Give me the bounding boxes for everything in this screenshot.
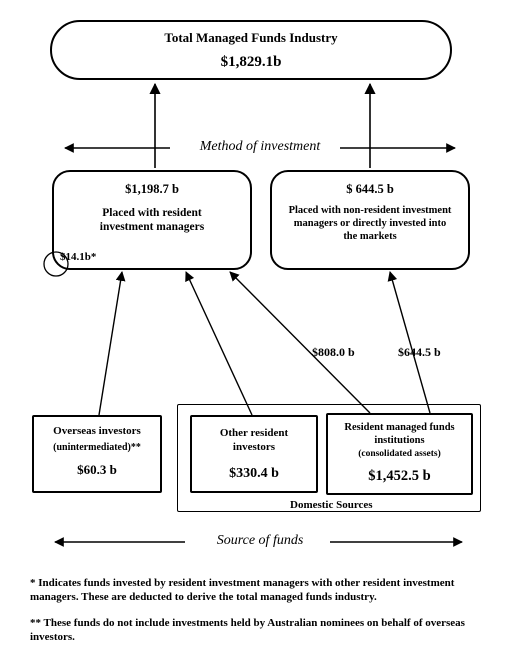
other-title: Other resident investors	[200, 427, 308, 455]
overseas-sub: (unintermediated)**	[40, 442, 154, 455]
mid-right-title: Placed with non-resident investment mana…	[282, 204, 458, 243]
mid-left-small-note: $14.1b*	[60, 251, 96, 263]
source-of-funds-label: Source of funds	[200, 533, 320, 549]
rmfi-sub: (consolidated assets)	[334, 449, 465, 461]
top-value: $1,829.1b	[52, 54, 450, 71]
arrow-other-to-midleft	[186, 272, 252, 415]
node-resident-managed-funds-institutions: Resident managed funds institutions (con…	[326, 413, 473, 495]
other-value: $330.4 b	[200, 465, 308, 483]
overseas-title: Overseas investors	[40, 425, 154, 439]
connectors-layer	[0, 0, 511, 660]
rmfi-title: Resident managed funds institutions	[334, 421, 465, 447]
arrow-rmfi-to-midright	[390, 272, 430, 413]
footnote-one: * Indicates funds invested by resident i…	[30, 576, 485, 605]
node-other-resident-investors: Other resident investors $330.4 b	[190, 415, 318, 493]
footnote-two: ** These funds do not include investment…	[30, 616, 485, 645]
mid-left-value: $1,198.7 b	[66, 182, 238, 198]
node-total-industry: Total Managed Funds Industry $1,829.1b	[50, 20, 452, 80]
edge-label-rmfi-to-midleft: $808.0 b	[312, 345, 355, 360]
top-title: Total Managed Funds Industry	[52, 30, 450, 46]
edge-label-rmfi-to-midright: $644.5 b	[398, 345, 441, 360]
node-placed-nonresident-or-direct: $ 644.5 b Placed with non-resident inves…	[270, 170, 470, 270]
arrow-overseas-to-midleft	[99, 272, 122, 415]
mid-right-value: $ 644.5 b	[282, 182, 458, 198]
diagram-stage: Total Managed Funds Industry $1,829.1b M…	[0, 0, 511, 660]
arrow-rmfi-to-midleft	[230, 272, 370, 413]
rmfi-value: $1,452.5 b	[334, 467, 465, 485]
domestic-sources-caption: Domestic Sources	[290, 499, 373, 511]
method-of-investment-label: Method of investment	[175, 139, 345, 155]
mid-left-title: Placed with resident investment managers	[66, 206, 238, 235]
overseas-value: $60.3 b	[40, 462, 154, 478]
node-overseas-investors: Overseas investors (unintermediated)** $…	[32, 415, 162, 493]
